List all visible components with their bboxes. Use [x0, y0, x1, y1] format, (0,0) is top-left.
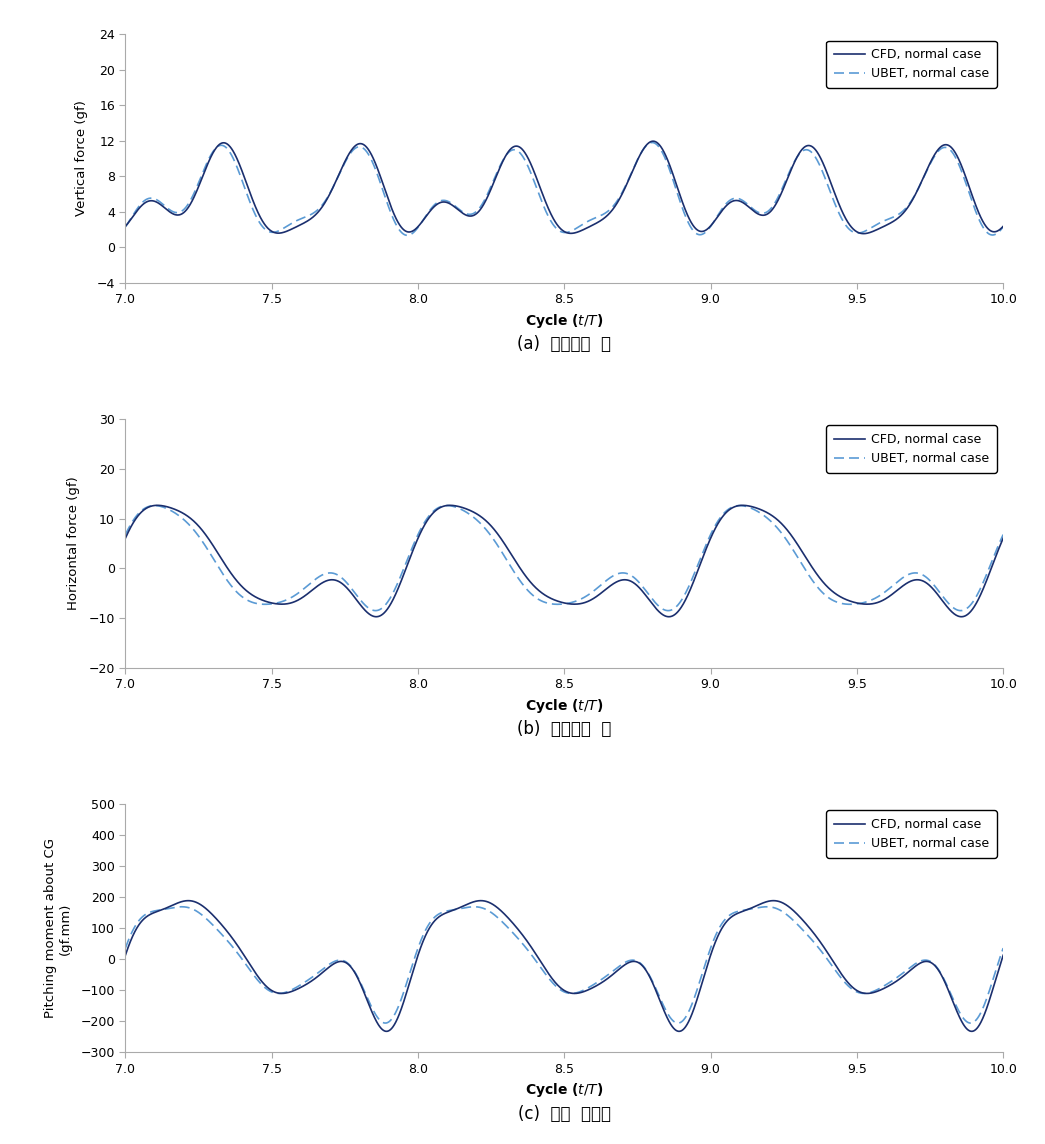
CFD, normal case [886, 977, 899, 991]
Y-axis label: Pitching moment about CG
(gf.mm): Pitching moment about CG (gf.mm) [44, 839, 72, 1018]
CFD, normal case [494, 531, 507, 545]
CFD, normal case [119, 948, 132, 962]
X-axis label: Cycle ($t/T$): Cycle ($t/T$) [525, 1081, 604, 1099]
UBET, normal case [219, 931, 232, 945]
UBET, normal case [997, 942, 1009, 955]
UBET, normal case [119, 942, 132, 955]
UBET, normal case [494, 913, 507, 927]
X-axis label: Cycle ($t/T$): Cycle ($t/T$) [525, 311, 604, 329]
UBET, normal case [272, 596, 284, 610]
CFD, normal case [272, 597, 284, 611]
CFD, normal case [380, 1025, 393, 1039]
CFD, normal case [647, 134, 659, 148]
CFD, normal case [272, 227, 284, 240]
CFD, normal case [857, 227, 869, 240]
UBET, normal case [441, 499, 454, 513]
UBET, normal case [886, 974, 899, 987]
Y-axis label: Vertical force (gf): Vertical force (gf) [75, 101, 88, 216]
CFD, normal case [219, 136, 232, 150]
CFD, normal case [456, 206, 468, 220]
UBET, normal case [646, 136, 658, 150]
UBET, normal case [954, 604, 967, 618]
Line: UBET, normal case: UBET, normal case [125, 506, 1003, 611]
UBET, normal case [456, 901, 468, 915]
CFD, normal case [494, 904, 507, 917]
CFD, normal case [980, 1002, 993, 1016]
CFD, normal case [886, 588, 899, 602]
CFD, normal case [119, 220, 132, 233]
UBET, normal case [494, 542, 507, 556]
CFD, normal case [980, 220, 993, 233]
Line: UBET, normal case: UBET, normal case [125, 907, 1003, 1023]
UBET, normal case [980, 992, 993, 1006]
UBET, normal case [997, 220, 1009, 233]
CFD, normal case [370, 610, 382, 623]
CFD, normal case [886, 215, 899, 229]
Line: UBET, normal case: UBET, normal case [125, 143, 1003, 236]
CFD, normal case [997, 531, 1009, 545]
Text: (a)  수직성분  힘: (a) 수직성분 힘 [517, 335, 611, 353]
UBET, normal case [468, 900, 481, 914]
CFD, normal case [456, 899, 468, 913]
UBET, normal case [272, 986, 284, 1000]
CFD, normal case [119, 531, 132, 545]
UBET, normal case [456, 205, 468, 219]
CFD, normal case [272, 986, 284, 1000]
UBET, normal case [885, 580, 898, 594]
UBET, normal case [119, 220, 132, 233]
CFD, normal case [980, 574, 993, 588]
UBET, normal case [494, 158, 507, 172]
X-axis label: Cycle ($t/T$): Cycle ($t/T$) [525, 697, 604, 715]
Line: CFD, normal case: CFD, normal case [125, 900, 1003, 1032]
Legend: CFD, normal case, UBET, normal case: CFD, normal case, UBET, normal case [827, 810, 997, 858]
UBET, normal case [456, 503, 468, 517]
UBET, normal case [997, 527, 1009, 541]
CFD, normal case [219, 922, 232, 936]
Text: (c)  피칭  모멘트: (c) 피칭 모멘트 [518, 1105, 610, 1123]
CFD, normal case [997, 220, 1009, 233]
UBET, normal case [119, 527, 132, 541]
CFD, normal case [444, 499, 457, 513]
CFD, normal case [494, 160, 507, 174]
Legend: CFD, normal case, UBET, normal case: CFD, normal case, UBET, normal case [827, 40, 997, 88]
Y-axis label: Horizontal force (gf): Horizontal force (gf) [67, 477, 80, 610]
UBET, normal case [379, 1016, 392, 1030]
CFD, normal case [457, 501, 469, 515]
CFD, normal case [219, 558, 232, 572]
Line: CFD, normal case: CFD, normal case [125, 141, 1003, 233]
Legend: CFD, normal case, UBET, normal case: CFD, normal case, UBET, normal case [827, 426, 997, 472]
Text: (b)  수평성분  힘: (b) 수평성분 힘 [517, 721, 611, 738]
Line: CFD, normal case: CFD, normal case [125, 506, 1003, 617]
UBET, normal case [980, 225, 993, 239]
UBET, normal case [219, 141, 232, 154]
UBET, normal case [401, 229, 414, 243]
CFD, normal case [767, 893, 780, 907]
UBET, normal case [886, 210, 899, 224]
UBET, normal case [219, 571, 232, 585]
UBET, normal case [980, 567, 993, 581]
UBET, normal case [272, 224, 284, 238]
CFD, normal case [997, 948, 1009, 962]
